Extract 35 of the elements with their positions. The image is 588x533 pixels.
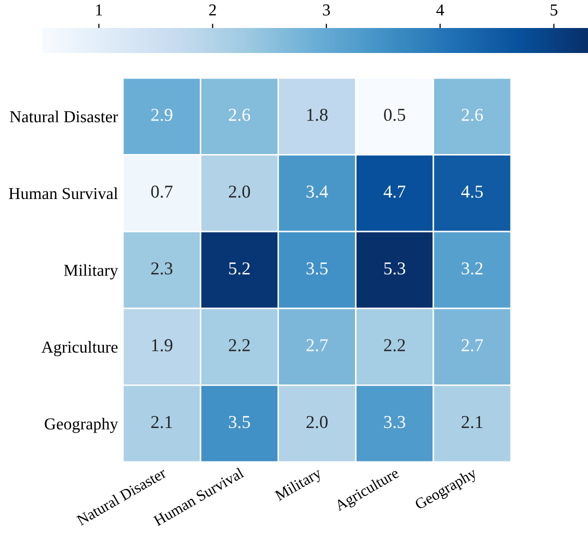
data-label: 3.5 (228, 416, 250, 428)
data-label: 2.1 (151, 416, 172, 428)
y-tick-label: Geography (44, 418, 118, 433)
y-tick-label: Agriculture (41, 341, 118, 356)
color-bar-label: 2 (209, 4, 216, 16)
data-label: 1.9 (152, 339, 172, 352)
color-bar-label: 5 (550, 4, 558, 16)
data-label: 3.4 (306, 186, 328, 198)
data-label: 2.7 (306, 339, 328, 352)
data-label: 2.3 (151, 262, 172, 275)
data-label: 2.2 (384, 339, 405, 352)
data-label: 2.7 (462, 339, 483, 352)
data-label: 2.2 (228, 339, 250, 352)
data-label: 2.1 (462, 416, 482, 428)
data-label: 4.7 (384, 186, 406, 198)
data-label: 2.6 (462, 108, 483, 121)
data-label: 2.0 (306, 416, 328, 428)
data-label: 0.7 (151, 186, 173, 198)
data-label: 1.8 (307, 108, 328, 121)
data-label: 2.0 (228, 186, 250, 198)
data-label: 2.6 (228, 108, 250, 121)
data-label: 3.3 (384, 416, 406, 428)
y-tick-label: Natural Disaster (10, 110, 118, 122)
data-label: 0.5 (384, 108, 406, 121)
data-label: 5.3 (384, 262, 406, 275)
color-bar-label: 3 (323, 4, 330, 16)
data-label: 5.2 (229, 262, 250, 275)
data-label: 3.2 (462, 262, 482, 275)
color-bar-label: 4 (436, 4, 444, 16)
data-label: 4.5 (461, 186, 483, 198)
y-tick-label: Human Survival (8, 187, 118, 200)
color-bar-label: 1 (96, 4, 102, 16)
data-label: 2.9 (151, 108, 172, 121)
data-label: 3.5 (306, 262, 328, 275)
y-tick-label: Military (64, 264, 118, 280)
